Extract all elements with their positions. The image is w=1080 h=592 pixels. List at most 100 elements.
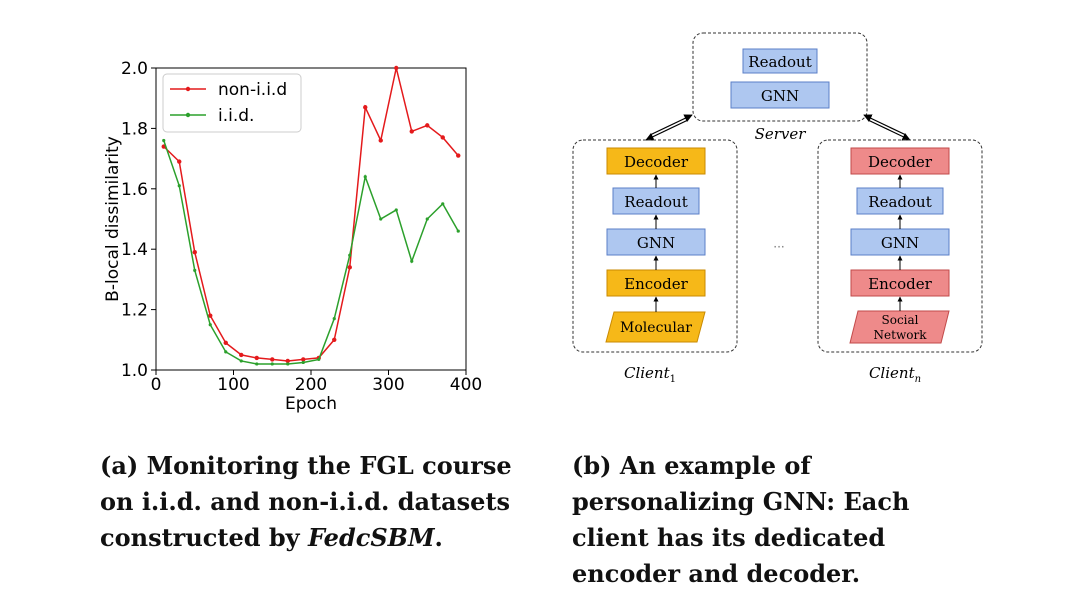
data-point-0 <box>394 65 399 71</box>
data-point-1 <box>301 360 305 365</box>
data-point-0 <box>378 138 383 143</box>
client1-gnn-label: GNN <box>637 234 675 252</box>
data-point-0 <box>409 129 414 134</box>
x-tick-label: 400 <box>450 375 482 395</box>
data-point-1 <box>255 362 259 366</box>
arrow-server-to-client1 <box>645 119 689 141</box>
clientn-encoder-box <box>850 269 950 297</box>
data-point-1 <box>363 175 367 179</box>
clientn-encoder-label: Encoder <box>868 275 933 293</box>
x-tick-label: 200 <box>295 375 327 395</box>
data-point-1 <box>224 350 228 354</box>
server-readout-label: Readout <box>748 53 811 71</box>
x-tick-label: 0 <box>151 375 162 395</box>
clientn-readout-box <box>856 187 944 215</box>
data-point-1 <box>239 359 243 363</box>
clientn-gnn-box <box>850 228 950 256</box>
chart-panel: 0 100 200 300 400 1.0 1.2 1.4 1.6 1.8 2.0 Epoch B-lo… <box>103 59 482 414</box>
data-point-1 <box>332 317 336 321</box>
data-point-1 <box>193 268 197 272</box>
arrow-server-to-clientn <box>867 119 911 141</box>
clientn-decoder-box <box>850 147 950 175</box>
data-point-1 <box>286 362 290 366</box>
client1-label: Client1 <box>624 364 676 385</box>
server-label: Server <box>755 125 807 143</box>
clientn-input-label-line2: Network <box>874 328 928 342</box>
arrow-clientn-to-server <box>863 114 907 136</box>
server-readout-box <box>742 48 818 74</box>
data-point-0 <box>254 355 259 361</box>
y-tick-label: 1.2 <box>121 301 148 321</box>
client1-input-label: Molecular <box>620 320 692 336</box>
data-point-0 <box>301 357 306 362</box>
data-point-0 <box>285 358 290 364</box>
client1-decoder-label: Decoder <box>624 153 689 171</box>
caption-a-italic: FedcSBM <box>307 523 435 552</box>
y-tick-label: 1.8 <box>121 119 148 139</box>
clientn-input-shape <box>849 310 950 344</box>
client1-container <box>572 139 738 353</box>
data-point-1 <box>379 217 383 221</box>
data-point-0 <box>347 265 352 270</box>
y-tick-label: 1.6 <box>121 180 148 200</box>
y-tick-label: 2.0 <box>121 59 148 79</box>
data-point-1 <box>456 229 460 233</box>
diagram-panel: Readout GNN Server Decoder Readout GNN E… <box>572 32 983 385</box>
data-point-1 <box>441 202 445 206</box>
data-point-1 <box>348 253 352 257</box>
chart-root: 0 100 200 300 400 1.0 1.2 1.4 1.6 1.8 2.0 Epoch B-lo… <box>103 59 482 414</box>
caption-b: (b) An example of personalizing GNN: Eac… <box>572 451 910 588</box>
clientn-input-label-line1: Social <box>882 313 919 327</box>
x-axis-label: Epoch <box>285 394 337 414</box>
data-point-0 <box>177 159 182 164</box>
legend-marker-0 <box>185 86 191 92</box>
series-line-1 <box>163 140 459 365</box>
server-container <box>692 32 868 122</box>
data-point-0 <box>192 250 197 255</box>
data-point-0 <box>223 340 228 346</box>
clientn-label: Clientn <box>869 364 921 385</box>
clientn-decoder-label: Decoder <box>868 153 933 171</box>
legend-marker-1 <box>185 112 191 118</box>
client1-readout-label: Readout <box>624 193 687 211</box>
data-point-0 <box>363 105 368 110</box>
client1-readout-box <box>612 187 700 215</box>
data-point-1 <box>177 184 181 188</box>
server-gnn-box <box>730 81 830 109</box>
arrow-client1-to-server <box>649 114 693 136</box>
client1-input-shape <box>605 311 706 343</box>
x-tick-label: 100 <box>217 375 249 395</box>
caption-a-text: (a) Monitoring the FGL course on i.i.d. … <box>100 451 512 552</box>
data-point-0 <box>425 123 430 128</box>
data-point-0 <box>332 337 337 342</box>
clients-ellipsis: ··· <box>773 240 784 254</box>
data-point-0 <box>239 352 244 358</box>
client1-decoder-box <box>606 147 706 175</box>
data-point-0 <box>208 313 213 318</box>
clientn-readout-label: Readout <box>868 193 931 211</box>
data-point-1 <box>162 138 166 143</box>
client1-encoder-label: Encoder <box>624 275 689 293</box>
y-tick-label: 1.4 <box>121 240 148 260</box>
data-point-0 <box>440 135 445 140</box>
clientn-gnn-label: GNN <box>881 234 919 252</box>
client1-gnn-box <box>606 228 706 256</box>
legend-label-1: i.i.d. <box>218 106 254 126</box>
server-gnn-label: GNN <box>761 87 799 105</box>
data-point-1 <box>410 259 414 263</box>
data-point-1 <box>394 208 398 212</box>
y-axis-label: B-local dissimilarity <box>103 136 123 302</box>
series-line-0 <box>163 67 459 362</box>
caption-a: (a) Monitoring the FGL course on i.i.d. … <box>100 448 520 556</box>
x-tick-label: 300 <box>372 375 404 395</box>
data-point-1 <box>270 362 274 366</box>
caption-a-end: . <box>434 523 443 552</box>
data-point-1 <box>208 323 212 327</box>
data-point-1 <box>317 357 321 362</box>
y-tick-label: 1.0 <box>121 361 148 381</box>
clientn-container <box>817 139 983 353</box>
data-point-1 <box>425 217 429 221</box>
legend-label-0: non-i.i.d <box>218 80 287 100</box>
data-point-0 <box>270 357 275 362</box>
data-point-0 <box>456 153 461 158</box>
